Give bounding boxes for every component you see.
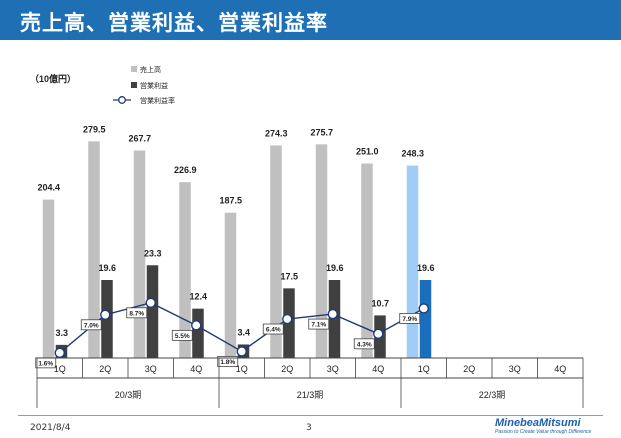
company-logo: MinebeaMitsumi Passion to Create Value t… [495, 417, 605, 435]
margin-label: 1.8% [220, 359, 235, 366]
data-label-op-income: 3.3 [55, 328, 68, 338]
margin-label: 7.1% [311, 322, 326, 329]
x-tick-label: 4Q [372, 364, 384, 374]
x-tick-label: 4Q [554, 364, 566, 374]
data-label-sales: 187.5 [219, 196, 242, 206]
bar-sales [361, 163, 373, 358]
bar-op-income [146, 265, 159, 358]
x-tick-label: 3Q [509, 364, 521, 374]
margin-label: 7.9% [402, 316, 417, 323]
margin-point [191, 320, 202, 331]
legend-label-sales: 売上高 [140, 65, 161, 74]
margin-label-box [217, 356, 239, 367]
margin-label-box [80, 319, 102, 331]
margin-label: 7.0% [84, 322, 99, 329]
margin-point [282, 313, 293, 325]
title-bar: 売上高、営業利益、営業利益率 [0, 0, 621, 40]
x-tick-label: 2Q [463, 364, 475, 374]
legend-swatch-sales [131, 66, 137, 72]
data-label-sales: 204.4 [37, 183, 60, 193]
footer-date: 2021/8/4 [30, 423, 71, 433]
group-label: 21/3期 [297, 390, 324, 400]
x-tick-label: 1Q [418, 364, 430, 374]
margin-label-box [399, 313, 421, 324]
margin-label-box [353, 338, 375, 350]
bar-sales [270, 145, 282, 358]
data-label-sales: 248.3 [401, 149, 424, 159]
bar-sales [179, 182, 191, 358]
bar-sales [315, 144, 328, 358]
margin-label-box [262, 323, 284, 335]
data-label-op-income: 3.4 [237, 327, 250, 337]
data-label-sales: 275.7 [310, 127, 333, 137]
margin-point [236, 346, 247, 357]
bar-sales [224, 212, 237, 358]
group-label: 20/3期 [115, 390, 142, 400]
data-label-op-income: 10.7 [371, 298, 389, 308]
x-tick-label: 3Q [327, 364, 339, 374]
data-label-op-income: 19.6 [417, 263, 435, 273]
bar-sales [406, 165, 419, 358]
bar-op-income [419, 279, 432, 358]
logo-tagline: Passion to Create Value through Differen… [495, 429, 592, 435]
bar-sales [88, 141, 100, 358]
bar-sales [42, 199, 55, 358]
data-label-sales: 267.7 [128, 134, 151, 144]
legend-label-op-income: 営業利益 [140, 81, 168, 90]
margin-point [373, 328, 384, 340]
bar-sales [133, 150, 146, 358]
margin-label-box [126, 307, 148, 319]
margin-point [54, 347, 65, 359]
margin-label: 1.6% [38, 360, 53, 367]
margin-point [145, 297, 156, 308]
data-label-sales: 226.9 [174, 165, 197, 175]
margin-point [327, 308, 338, 320]
data-label-op-income: 17.5 [280, 271, 298, 281]
group-label: 22/3期 [479, 390, 506, 400]
legend-label-margin: 営業利益率 [140, 96, 175, 105]
margin-label: 6.4% [266, 327, 281, 334]
margin-point [418, 303, 429, 314]
x-tick-label: 2Q [281, 364, 293, 374]
logo-name: MinebeaMitsumi [495, 417, 581, 429]
x-tick-label: 4Q [190, 364, 202, 374]
page-title: 売上高、営業利益、営業利益率 [20, 11, 328, 35]
x-tick-label: 2Q [99, 364, 111, 374]
data-label-op-income: 19.6 [98, 263, 116, 273]
x-tick-label: 1Q [54, 364, 66, 374]
margin-label-box [171, 329, 193, 341]
data-label-sales: 274.3 [265, 128, 288, 138]
unit-label: （10億円） [30, 73, 76, 84]
x-tick-label: 3Q [145, 364, 157, 374]
margin-label: 5.5% [175, 333, 190, 340]
margin-label-box [308, 318, 330, 330]
data-label-op-income: 23.3 [144, 248, 162, 258]
bar-op-income [192, 308, 204, 358]
margin-label: 8.7% [129, 310, 144, 317]
footer-divider [18, 415, 603, 416]
legend-swatch-op-income [131, 82, 137, 88]
legend-marker-margin [118, 96, 126, 104]
bar-op-income [328, 279, 341, 358]
x-tick-label: 1Q [236, 364, 248, 374]
data-label-op-income: 12.4 [189, 292, 207, 302]
margin-label: 4.3% [357, 341, 372, 348]
data-label-sales: 251.0 [356, 146, 379, 156]
data-label-sales: 279.5 [83, 124, 106, 134]
data-label-op-income: 19.6 [326, 263, 344, 273]
margin-point [100, 309, 111, 320]
page-number: 3 [306, 423, 312, 433]
